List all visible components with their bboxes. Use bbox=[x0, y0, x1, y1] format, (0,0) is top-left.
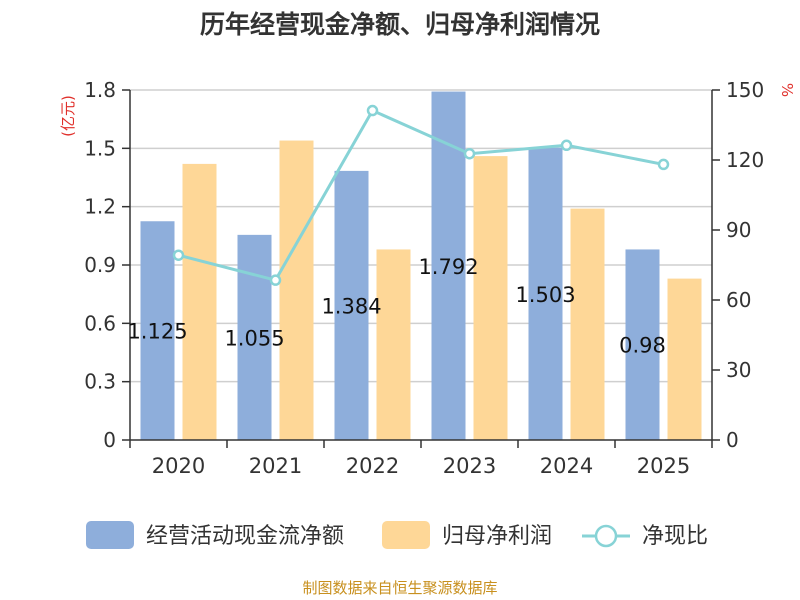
bar-profit bbox=[279, 140, 314, 441]
left-tick-label: 0.3 bbox=[84, 370, 116, 394]
tick-labels: 0 0.3 0.6 0.9 1.2 1.5 1.8 0 30 60 90 120 150 2020 2021… bbox=[84, 78, 764, 478]
bar-profit bbox=[667, 278, 702, 440]
bar-cashflow bbox=[140, 221, 175, 440]
bar-profit bbox=[376, 249, 411, 440]
source-note: 制图数据来自恒生聚源数据库 bbox=[302, 579, 497, 597]
line-series bbox=[172, 104, 670, 286]
x-tick-label: 2022 bbox=[346, 454, 399, 478]
bar-profit bbox=[182, 163, 217, 440]
legend-label-profit: 归母净利润 bbox=[442, 524, 552, 549]
left-tick-label: 1.2 bbox=[84, 195, 116, 219]
legend-marker-ratio bbox=[594, 524, 618, 548]
line-point-ratio bbox=[560, 139, 573, 152]
x-tick-label: 2024 bbox=[540, 454, 593, 478]
legend-label-ratio: 净现比 bbox=[642, 524, 708, 549]
right-tick-label: 30 bbox=[726, 358, 751, 382]
legend-label-cashflow: 经营活动现金流净额 bbox=[146, 524, 344, 549]
bar-cashflow bbox=[334, 170, 369, 440]
line-point-ratio bbox=[269, 274, 282, 286]
data-label-cashflow: 0.98 bbox=[619, 334, 666, 358]
left-tick-label: 1.8 bbox=[84, 78, 116, 102]
data-label-cashflow: 1.503 bbox=[515, 283, 575, 307]
right-tick-label: 150 bbox=[726, 78, 764, 102]
data-label-cashflow: 1.125 bbox=[127, 320, 187, 344]
line-point-ratio bbox=[366, 104, 379, 117]
line-point-ratio bbox=[172, 249, 185, 261]
left-tick-label: 0.9 bbox=[84, 253, 116, 277]
grid bbox=[130, 89, 712, 383]
right-tick-label: 60 bbox=[726, 288, 751, 312]
left-tick-label: 0.6 bbox=[84, 311, 116, 335]
x-tick-label: 2025 bbox=[637, 454, 690, 478]
bar-cashflow bbox=[625, 249, 660, 440]
legend-swatch-profit bbox=[382, 521, 430, 549]
bar-cashflow bbox=[528, 147, 563, 440]
data-label-cashflow: 1.384 bbox=[321, 294, 381, 318]
legend-swatch-cashflow bbox=[86, 521, 134, 549]
left-axis-unit: (亿元) bbox=[59, 95, 77, 137]
bar-profit bbox=[570, 208, 605, 440]
data-label-cashflow: 1.792 bbox=[418, 255, 478, 279]
line-ratio bbox=[178, 108, 664, 282]
bar-profit bbox=[473, 156, 508, 440]
axes bbox=[122, 89, 720, 448]
left-tick-label: 0 bbox=[103, 428, 116, 452]
x-tick-label: 2023 bbox=[443, 454, 496, 478]
left-tick-label: 1.5 bbox=[84, 136, 116, 160]
x-tick-label: 2020 bbox=[152, 454, 205, 478]
legend: 经营活动现金流净额 归母净利润 净现比 bbox=[86, 521, 708, 549]
right-tick-label: 0 bbox=[726, 428, 739, 452]
x-tick-label: 2021 bbox=[249, 454, 302, 478]
right-axis-unit: % bbox=[778, 83, 796, 97]
right-tick-label: 120 bbox=[726, 148, 764, 172]
chart-title: 历年经营现金净额、归母净利润情况 bbox=[200, 10, 600, 39]
right-tick-label: 90 bbox=[726, 218, 751, 242]
bar-cashflow bbox=[237, 234, 272, 440]
line-point-ratio bbox=[463, 147, 476, 160]
line-point-ratio bbox=[657, 158, 670, 171]
bars bbox=[140, 91, 702, 441]
data-labels: 1.125 1.055 1.384 1.792 1.503 0.98 bbox=[127, 255, 665, 358]
data-label-cashflow: 1.055 bbox=[224, 326, 284, 350]
